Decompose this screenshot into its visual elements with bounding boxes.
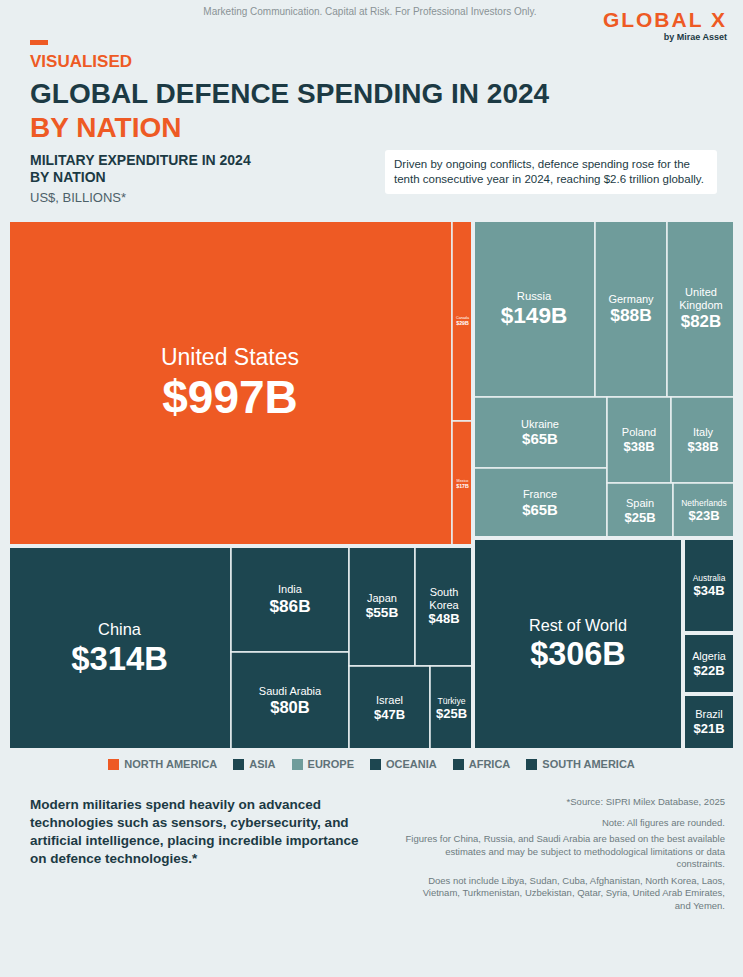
svg-text:$149B: $149B <box>501 303 568 328</box>
svg-text:$82B: $82B <box>681 312 721 331</box>
svg-text:$65B: $65B <box>522 430 558 447</box>
svg-text:Saudi Arabia: Saudi Arabia <box>259 685 322 697</box>
svg-text:$88B: $88B <box>610 305 652 325</box>
svg-text:United: United <box>685 286 717 298</box>
svg-text:Russia: Russia <box>517 290 552 302</box>
html-text:AFRICA: AFRICA <box>468 758 511 770</box>
html-text:Marketing Communication. Capit: Marketing Communication. Capital at Risk… <box>203 6 537 17</box>
svg-text:Rest of World: Rest of World <box>529 616 627 634</box>
html-text:EUROPE: EUROPE <box>307 758 354 770</box>
svg-text:Australia: Australia <box>693 573 726 583</box>
svg-text:$17B: $17B <box>456 483 469 489</box>
svg-text:Israel: Israel <box>376 694 403 706</box>
html-text:*Source: SIPRI Milex Database,: *Source: SIPRI Milex Database, 2025 <box>566 796 725 807</box>
svg-text:$86B: $86B <box>269 596 310 616</box>
svg-text:$21B: $21B <box>693 721 724 736</box>
html-text:VISUALISED: VISUALISED <box>30 52 132 71</box>
html-text:GLOBAL X: GLOBAL X <box>602 8 727 31</box>
html-text:Figures for China, Russia, and: Figures for China, Russia, and Saudi Ara… <box>405 833 725 869</box>
svg-text:$80B: $80B <box>270 698 310 717</box>
svg-text:Canada: Canada <box>456 315 469 320</box>
svg-text:Spain: Spain <box>626 497 654 509</box>
svg-text:Germany: Germany <box>608 293 654 305</box>
svg-text:France: France <box>523 488 557 500</box>
svg-text:South: South <box>430 586 459 598</box>
svg-text:$23B: $23B <box>688 508 719 523</box>
svg-text:Türkiye: Türkiye <box>437 696 465 706</box>
html-text:US$, BILLIONS*: US$, BILLIONS* <box>30 190 127 205</box>
svg-text:$47B: $47B <box>374 707 405 722</box>
svg-text:$997B: $997B <box>162 371 298 423</box>
svg-text:Italy: Italy <box>693 426 714 438</box>
svg-text:Netherlands: Netherlands <box>681 498 727 508</box>
html-text:Note: All figures are rounded.: Note: All figures are rounded. <box>602 816 725 828</box>
svg-text:$306B: $306B <box>530 636 626 672</box>
svg-text:$38B: $38B <box>623 439 654 454</box>
html-text:MILITARY EXPENDITURE IN 2024 B: MILITARY EXPENDITURE IN 2024 BY NATION <box>30 152 251 185</box>
svg-text:$65B: $65B <box>522 502 558 518</box>
svg-text:Algeria: Algeria <box>692 650 727 662</box>
html-text:SOUTH AMERICA: SOUTH AMERICA <box>542 758 635 770</box>
svg-text:Japan: Japan <box>367 592 397 604</box>
svg-text:Mexico: Mexico <box>456 478 469 483</box>
html-text:BY NATION: BY NATION <box>30 112 182 143</box>
svg-text:$314B: $314B <box>71 640 168 677</box>
svg-text:Korea: Korea <box>429 599 459 611</box>
svg-text:$48B: $48B <box>428 611 459 626</box>
svg-text:$25B: $25B <box>436 706 467 721</box>
svg-text:$55B: $55B <box>366 605 399 620</box>
html-text:OCEANIA: OCEANIA <box>386 758 437 770</box>
html-text:Driven by ongoing conflicts, d: Driven by ongoing conflicts, defence spe… <box>394 158 704 185</box>
svg-text:United States: United States <box>161 344 299 370</box>
html-text:Does not include Libya, Sudan,: Does not include Libya, Sudan, Cuba, Afg… <box>422 874 725 911</box>
html-text:ASIA: ASIA <box>249 758 276 770</box>
svg-text:$25B: $25B <box>624 510 655 525</box>
svg-text:Poland: Poland <box>622 426 656 438</box>
html-text:GLOBAL DEFENCE SPENDING IN 202: GLOBAL DEFENCE SPENDING IN 2024 <box>30 78 550 109</box>
svg-text:$29B: $29B <box>456 320 469 326</box>
svg-text:Brazil: Brazil <box>695 708 723 720</box>
svg-text:$34B: $34B <box>693 583 724 598</box>
html-text:by Mirae Asset: by Mirae Asset <box>663 32 727 42</box>
html-text:Modern militaries spend heavil: Modern militaries spend heavily on advan… <box>30 797 359 866</box>
svg-text:Ukraine: Ukraine <box>521 418 559 430</box>
svg-text:India: India <box>278 583 303 595</box>
svg-text:China: China <box>98 620 142 638</box>
svg-text:Kingdom: Kingdom <box>679 299 722 311</box>
svg-text:$38B: $38B <box>687 439 718 454</box>
html-text:NORTH AMERICA: NORTH AMERICA <box>124 758 218 770</box>
svg-text:$22B: $22B <box>693 663 724 678</box>
